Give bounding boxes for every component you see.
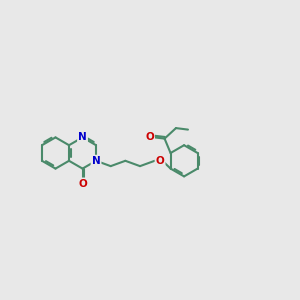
Text: O: O [78,178,87,189]
Text: N: N [78,132,87,142]
Text: N: N [92,156,100,166]
Text: O: O [145,131,154,142]
Text: O: O [156,156,164,166]
